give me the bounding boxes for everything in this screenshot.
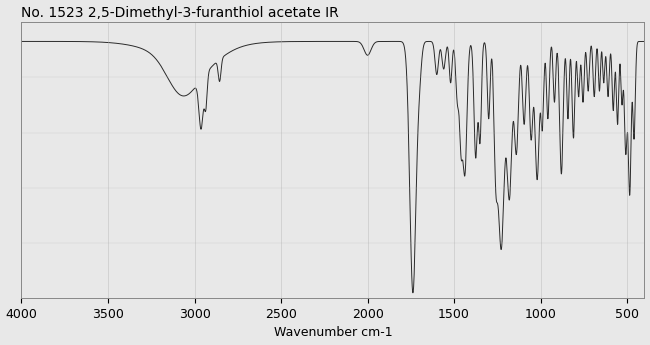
X-axis label: Wavenumber cm-1: Wavenumber cm-1 <box>274 326 393 339</box>
Text: No. 1523 2,5-Dimethyl-3-furanthiol acetate IR: No. 1523 2,5-Dimethyl-3-furanthiol aceta… <box>21 6 339 20</box>
